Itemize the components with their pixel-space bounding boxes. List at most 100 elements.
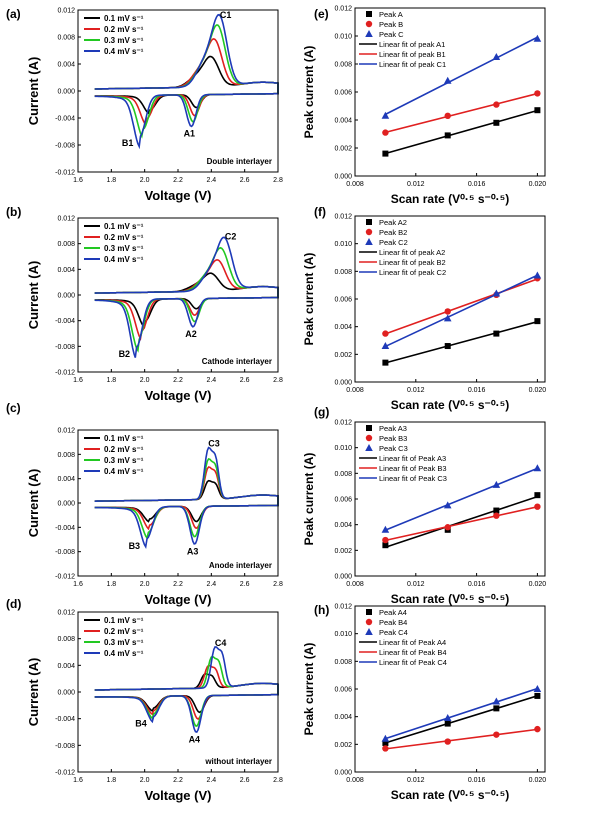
data-point [444,720,451,727]
plot-frame [77,611,279,773]
x-tick-label: 0.020 [529,387,547,394]
x-tick-label: 2.6 [240,177,250,184]
x-axis-label: Scan rate (V⁰·⁵ s⁻⁰·⁵) [391,192,510,206]
x-tick-label: 2.8 [273,777,283,784]
x-tick-label: 2.8 [273,581,283,588]
x-tick-label: 2.8 [273,377,283,384]
data-point [533,34,542,42]
data-point [381,342,390,350]
data-point [365,228,373,236]
legend-entry: Peak A [379,10,403,19]
y-tick-label: 0.000 [57,501,75,508]
x-tick-label: 1.6 [73,377,83,384]
x-axis-label: Voltage (V) [145,188,212,203]
fit-line [385,278,538,335]
data-point [493,512,500,519]
y-tick-label: 0.008 [334,659,352,666]
y-tick-label: -0.008 [55,743,75,750]
x-tick-label: 1.6 [73,177,83,184]
y-tick-label: 0.004 [334,118,352,125]
data-point [493,330,500,337]
peak-label: B2 [119,349,131,359]
data-point [534,503,541,510]
data-point [534,318,541,325]
peak-label: C2 [225,232,237,242]
y-tick-label: 0.000 [57,293,75,300]
legend-entry: Linear fit of peak B1 [379,50,446,59]
y-tick-label: 0.004 [57,663,75,670]
x-tick-label: 2.6 [240,377,250,384]
y-tick-label: 0.012 [334,420,352,427]
y-tick-label: 0.006 [334,687,352,694]
y-tick-label: 0.012 [334,214,352,221]
data-point [533,464,542,472]
cv-curve-2 [94,466,279,531]
y-axis-label: Current (A) [26,658,41,727]
data-point [534,492,541,499]
legend-entry: 0.3 mV s⁻¹ [104,36,144,45]
y-tick-label: 0.010 [334,34,352,41]
y-tick-label: 0.004 [57,267,75,274]
peak-label: C1 [220,10,232,20]
legend-entry: 0.3 mV s⁻¹ [104,456,144,465]
x-tick-label: 0.016 [468,387,486,394]
y-tick-label: 0.000 [57,89,75,96]
x-tick-label: 0.020 [529,777,547,784]
x-tick-label: 2.0 [140,581,150,588]
x-tick-label: 0.012 [407,777,425,784]
x-tick-label: 2.0 [140,777,150,784]
y-axis-label: Current (A) [26,261,41,330]
legend-entry: Linear fit of Peak A3 [379,454,446,463]
y-tick-label: 0.012 [57,428,75,435]
y-tick-label: -0.008 [55,143,75,150]
cv-curve-2 [94,664,279,720]
y-tick-label: 0.002 [334,548,352,555]
legend-entry: Peak C3 [379,444,408,453]
data-point [382,739,389,746]
x-axis-label: Voltage (V) [145,788,212,803]
x-tick-label: 2.2 [173,177,183,184]
data-point [366,425,372,431]
legend-entry: Linear fit of Peak A4 [379,638,446,647]
fit-panel-5: 0.008 0.012 0.016 0.020 0.000 0.002 0.004 0.006… [302,214,546,413]
cv-panel-2: 1.6 1.8 2.0 2.2 2.4 2.6 2.8 -0.012 -0.008 -0.004 0… [26,428,283,608]
legend-entry: Peak B2 [379,228,407,237]
data-point [444,132,451,139]
x-tick-label: 0.020 [529,581,547,588]
fit-panel-4: 0.008 0.012 0.016 0.020 0.000 0.002 0.004 0.006… [302,6,546,207]
x-tick-label: 0.016 [468,181,486,188]
data-point [443,76,452,84]
data-point [444,738,451,745]
peak-label: B3 [129,541,141,551]
data-point [443,314,452,322]
x-tick-label: 2.2 [173,377,183,384]
y-tick-label: 0.008 [334,471,352,478]
x-tick-label: 0.012 [407,581,425,588]
legend-entry: 0.1 mV s⁻¹ [104,222,144,231]
data-point [365,238,373,245]
legend-entry: 0.4 mV s⁻¹ [104,467,144,476]
y-tick-label: 0.004 [334,522,352,529]
peak-label: A2 [185,329,197,339]
legend-entry: 0.1 mV s⁻¹ [104,434,144,443]
fit-line [385,506,538,542]
cv-curve-1 [94,672,279,714]
legend-entry: Linear fit of peak A2 [379,248,445,257]
x-tick-label: 0.016 [468,777,486,784]
y-tick-label: 0.008 [57,452,75,459]
data-point [365,30,373,37]
x-tick-label: 0.008 [346,581,364,588]
panel-note: Anode interlayer [209,561,272,570]
legend-entry: Linear fit of peak A1 [379,40,445,49]
x-tick-label: 2.2 [173,581,183,588]
y-tick-label: 0.000 [334,174,352,181]
x-tick-label: 1.8 [106,777,116,784]
x-tick-label: 0.008 [346,181,364,188]
legend-entry: Linear fit of Peak C3 [379,474,447,483]
data-point [492,53,501,60]
fit-line [385,320,538,364]
y-tick-label: -0.012 [55,170,75,177]
y-tick-label: 0.010 [334,445,352,452]
legend-entry: Peak B4 [379,618,407,627]
y-tick-label: 0.004 [57,476,75,483]
